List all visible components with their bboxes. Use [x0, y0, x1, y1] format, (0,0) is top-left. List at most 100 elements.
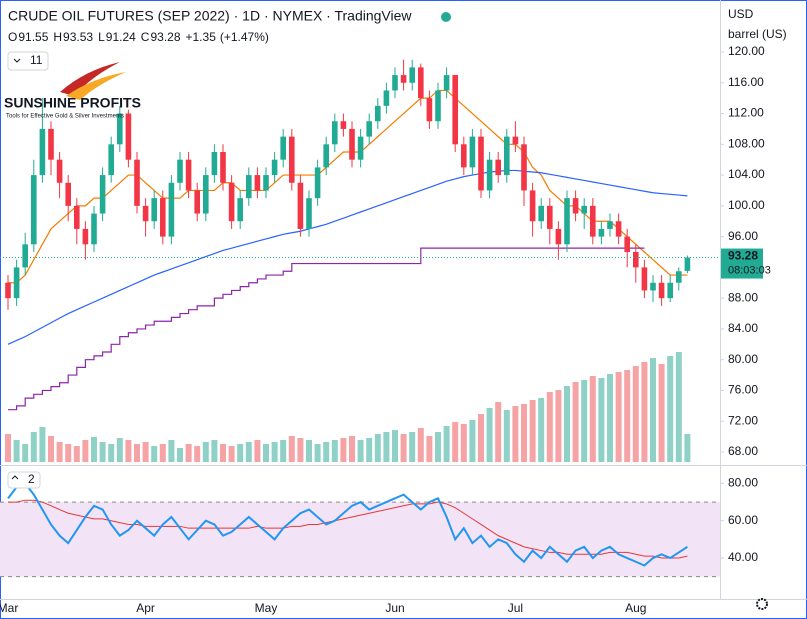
- y-tick-label: 84.00: [728, 321, 758, 335]
- candle-body: [263, 175, 269, 191]
- candle-body: [306, 198, 312, 229]
- volume-bar: [589, 376, 596, 462]
- volume-bar: [306, 440, 312, 462]
- legend-value: 91.55: [18, 30, 48, 44]
- candle-body: [650, 282, 656, 291]
- volume-bar: [598, 378, 605, 462]
- volume-bar: [357, 440, 364, 462]
- candle-body: [547, 205, 553, 229]
- volume-bar: [159, 444, 166, 462]
- rsi-pane: [0, 482, 720, 578]
- volume-bar: [503, 410, 510, 462]
- candle-body: [349, 128, 355, 160]
- candle-body: [99, 175, 106, 214]
- candle-body: [684, 257, 691, 271]
- candle-body: [39, 128, 46, 176]
- y-tick-label: 116.00: [728, 75, 764, 89]
- indicators-toggle[interactable]: [7, 51, 49, 71]
- settings-gear[interactable]: [756, 598, 768, 610]
- axes: 120.00 116.00 112.00 108.00 104.00 100.00 96.0…: [0, 44, 771, 615]
- volume-bar: [632, 366, 639, 462]
- volume-bar: [607, 374, 613, 462]
- candle-body: [555, 228, 562, 245]
- rsi-ma-line: [8, 499, 688, 559]
- candle-body: [151, 198, 157, 222]
- volume-bar: [271, 442, 278, 462]
- indicator-line: [7, 169, 688, 345]
- candle-body: [65, 182, 71, 206]
- indicators-toggle[interactable]: [7, 471, 41, 489]
- volume-bar: [323, 442, 330, 462]
- x-tick-label: Jul: [508, 601, 523, 615]
- market-status-dot: [441, 12, 451, 22]
- volume-bar: [349, 436, 355, 462]
- volume-bar: [177, 448, 183, 462]
- volume-bar: [194, 446, 201, 462]
- volume-bar: [658, 364, 665, 462]
- candle-body: [323, 144, 329, 168]
- candle-body: [357, 136, 364, 160]
- y-tick-label: 96.00: [728, 229, 758, 243]
- candle-body: [125, 113, 132, 160]
- unit[interactable]: barrel (US): [728, 27, 787, 41]
- candle-body: [220, 152, 226, 183]
- x-tick-label: Jun: [385, 601, 404, 615]
- y-tick-label: 72.00: [728, 413, 758, 427]
- candle-body: [271, 159, 278, 176]
- volume-bar: [521, 404, 527, 462]
- volume-bar: [512, 406, 519, 462]
- rsi-tick-label: 60.00: [728, 513, 758, 527]
- volume-bar: [56, 442, 63, 462]
- candle-body: [504, 136, 510, 176]
- candle-body: [452, 75, 458, 145]
- logo-swoosh: [66, 72, 126, 100]
- candle-body: [676, 271, 682, 283]
- volume-bar: [374, 434, 381, 462]
- logo-name: SUNSHINE PROFITS: [4, 95, 141, 111]
- volume-bar: [99, 442, 106, 462]
- legend-change-pct: (+1.47%): [220, 30, 269, 44]
- rsi-tick-label: 40.00: [728, 550, 758, 564]
- volume-bar: [202, 442, 209, 462]
- main-pane: [0, 59, 720, 462]
- volume-bar: [555, 390, 562, 462]
- x-tick-label: Aug: [625, 601, 646, 615]
- volume-bar: [73, 446, 80, 462]
- candle-body: [443, 75, 450, 91]
- candle-body: [564, 198, 570, 245]
- countdown: 08:03:03: [728, 264, 771, 276]
- candle-body: [615, 221, 622, 237]
- indicators-count: 2: [28, 472, 35, 486]
- volume-bar: [615, 372, 622, 462]
- candle-body: [607, 221, 613, 229]
- candle-body: [74, 205, 80, 229]
- candle-body: [538, 205, 544, 222]
- x-tick-label: Apr: [136, 601, 155, 615]
- candle-body: [400, 75, 407, 83]
- candle-body: [254, 175, 261, 191]
- currency[interactable]: USD: [728, 7, 754, 21]
- legend-change: +1.35: [186, 30, 217, 44]
- price-tag: [721, 248, 763, 279]
- candle-body: [572, 198, 579, 214]
- volume-bar: [641, 362, 648, 462]
- candle-body: [418, 67, 424, 99]
- legend-value: 93.28: [150, 30, 180, 44]
- volume-bar: [650, 358, 656, 462]
- volume-bar: [340, 438, 347, 462]
- logo-tagline: Tools for Effective Gold & Silver Invest…: [6, 114, 124, 120]
- candle-body: [203, 175, 209, 214]
- candle-body: [82, 228, 89, 245]
- candle-body: [314, 167, 321, 199]
- volume-bar: [624, 370, 631, 462]
- candle-body: [383, 90, 390, 106]
- volume-bar: [125, 440, 132, 462]
- volume-bar: [151, 446, 158, 462]
- volume-bar: [245, 442, 252, 462]
- rsi-line: [7, 482, 688, 567]
- volume-bar: [185, 444, 192, 462]
- candle-body: [469, 136, 476, 168]
- candle-body: [56, 159, 63, 183]
- volume-bar: [529, 400, 536, 462]
- candle-body: [590, 205, 596, 237]
